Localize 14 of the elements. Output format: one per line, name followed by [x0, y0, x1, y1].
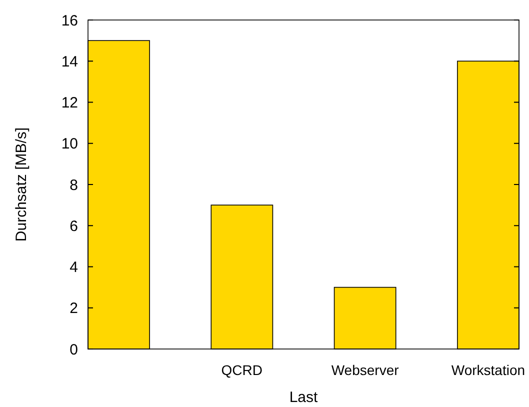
y-tick-label: 14 — [61, 53, 78, 70]
x-tick-label: Workstation — [451, 362, 526, 378]
y-tick-label: 6 — [70, 218, 78, 235]
y-tick-label: 12 — [61, 94, 78, 112]
y-tick-label: 4 — [70, 259, 78, 276]
y-tick-label: 8 — [70, 176, 78, 194]
x-tick-label: Webserver — [331, 362, 400, 378]
y-tick-label: 0 — [70, 341, 78, 358]
y-tick-label: 2 — [70, 300, 78, 318]
x-tick-label: QCRD — [221, 362, 263, 378]
x-axis-title: Last — [289, 389, 319, 406]
y-tick-label: 16 — [61, 12, 78, 30]
y-tick-label: 10 — [61, 136, 78, 153]
y-axis-title: Durchsatz [MB/s] — [13, 127, 30, 242]
